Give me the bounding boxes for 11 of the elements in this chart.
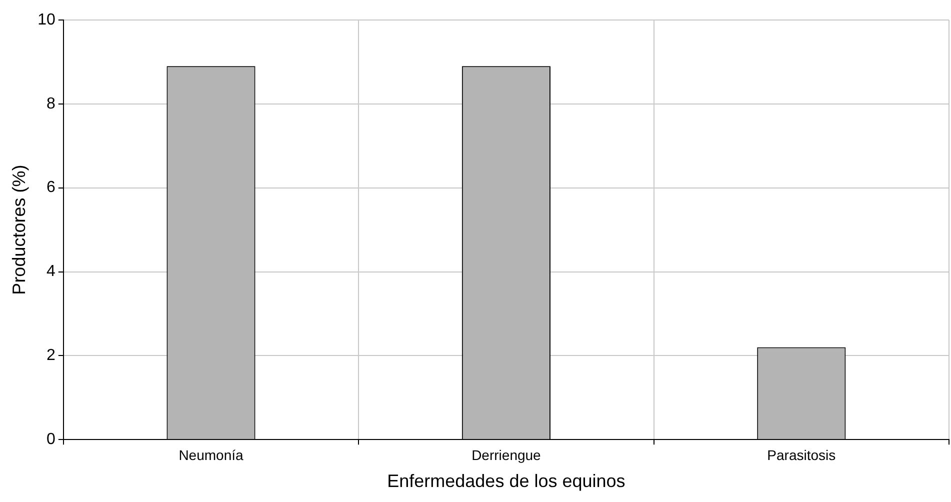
x-tick-label: Parasitosis	[767, 446, 836, 463]
x-axis-title: Enfermedades de los equinos	[387, 471, 626, 492]
y-tick-label: 2	[46, 347, 56, 364]
y-tick-label: 6	[46, 179, 56, 196]
x-tick-label: Derriengue	[472, 446, 542, 463]
y-tick-label: 0	[46, 431, 56, 448]
y-tick-label: 8	[46, 95, 56, 112]
y-tick-label: 10	[38, 11, 56, 28]
x-tick-label: Neumonía	[178, 446, 244, 463]
y-tick-label: 4	[46, 263, 56, 280]
y-axis-title: Productores (%)	[8, 164, 29, 295]
